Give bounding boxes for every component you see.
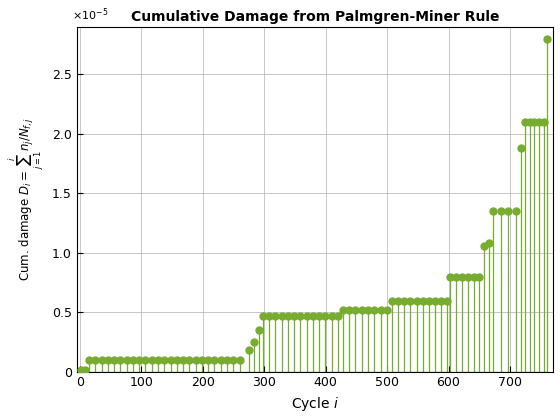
- X-axis label: Cycle $i$: Cycle $i$: [291, 395, 339, 413]
- Text: $\times10^{-5}$: $\times10^{-5}$: [72, 7, 108, 24]
- Title: Cumulative Damage from Palmgren-Miner Rule: Cumulative Damage from Palmgren-Miner Ru…: [130, 10, 499, 24]
- Y-axis label: Cum. damage $D_i = \sum_{j=1}^{i} n_j/N_{f,j}$: Cum. damage $D_i = \sum_{j=1}^{i} n_j/N_…: [7, 117, 46, 281]
